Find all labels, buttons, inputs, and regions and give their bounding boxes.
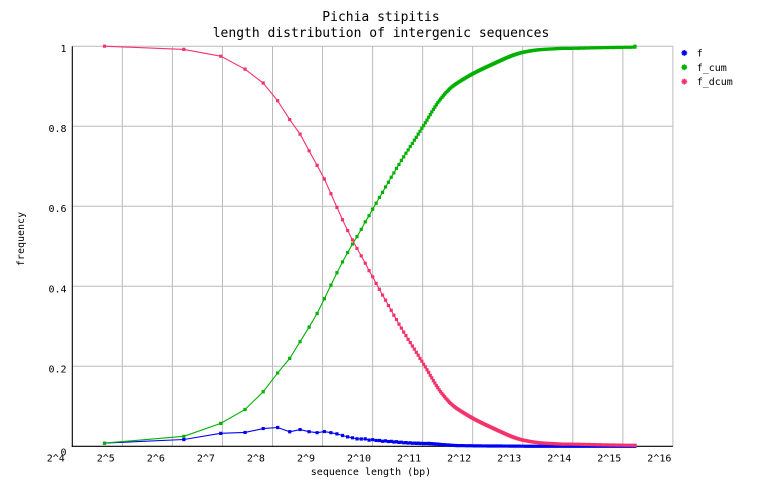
series-f_cum-markers (102, 44, 637, 445)
x-tick-label: 2^5 (97, 454, 115, 465)
x-tick-label: 2^8 (247, 454, 265, 465)
x-tick-label: 2^12 (447, 454, 471, 465)
chart-subtitle: length distribution of intergenic sequen… (212, 25, 550, 41)
y-axis-title: frequency (16, 212, 27, 266)
legend-marker (681, 50, 688, 56)
legend-label: f_dcum (697, 77, 733, 88)
x-axis-title: sequence length (bp) (310, 466, 432, 478)
x-tick-label: 2^7 (197, 454, 215, 465)
legend-label: f_cum (697, 63, 727, 74)
legend-marker (681, 64, 688, 71)
x-tick-label: 2^4 (47, 454, 65, 465)
legend-item: f (681, 49, 703, 60)
x-tick-label: 2^16 (647, 454, 671, 465)
x-tick-label: 2^10 (347, 454, 371, 465)
legend-item: f_cum (681, 63, 727, 74)
x-tick-label: 2^6 (147, 454, 165, 465)
series-f_dcum-markers (102, 44, 637, 447)
y-tick-label: 0.8 (48, 124, 66, 135)
legend-item: f_dcum (681, 77, 733, 88)
x-tick-label: 2^15 (597, 454, 621, 465)
x-tick-label: 2^14 (547, 454, 571, 465)
x-tick-label: 2^13 (497, 454, 521, 465)
y-tick-label: 0 (60, 448, 66, 459)
legend-marker (681, 78, 688, 85)
chart-title: Pichia stipitis (322, 9, 440, 25)
y-tick-label: 0.2 (48, 364, 66, 375)
x-tick-label: 2^11 (397, 454, 421, 465)
y-tick-label: 0.6 (48, 204, 66, 215)
y-tick-label: 1 (60, 44, 66, 55)
legend-label: f (697, 49, 703, 60)
series-f_dcum-line (104, 45, 635, 446)
y-tick-label: 0.4 (48, 284, 66, 295)
x-tick-label: 2^9 (297, 454, 315, 465)
series-f_cum-line (104, 46, 636, 444)
